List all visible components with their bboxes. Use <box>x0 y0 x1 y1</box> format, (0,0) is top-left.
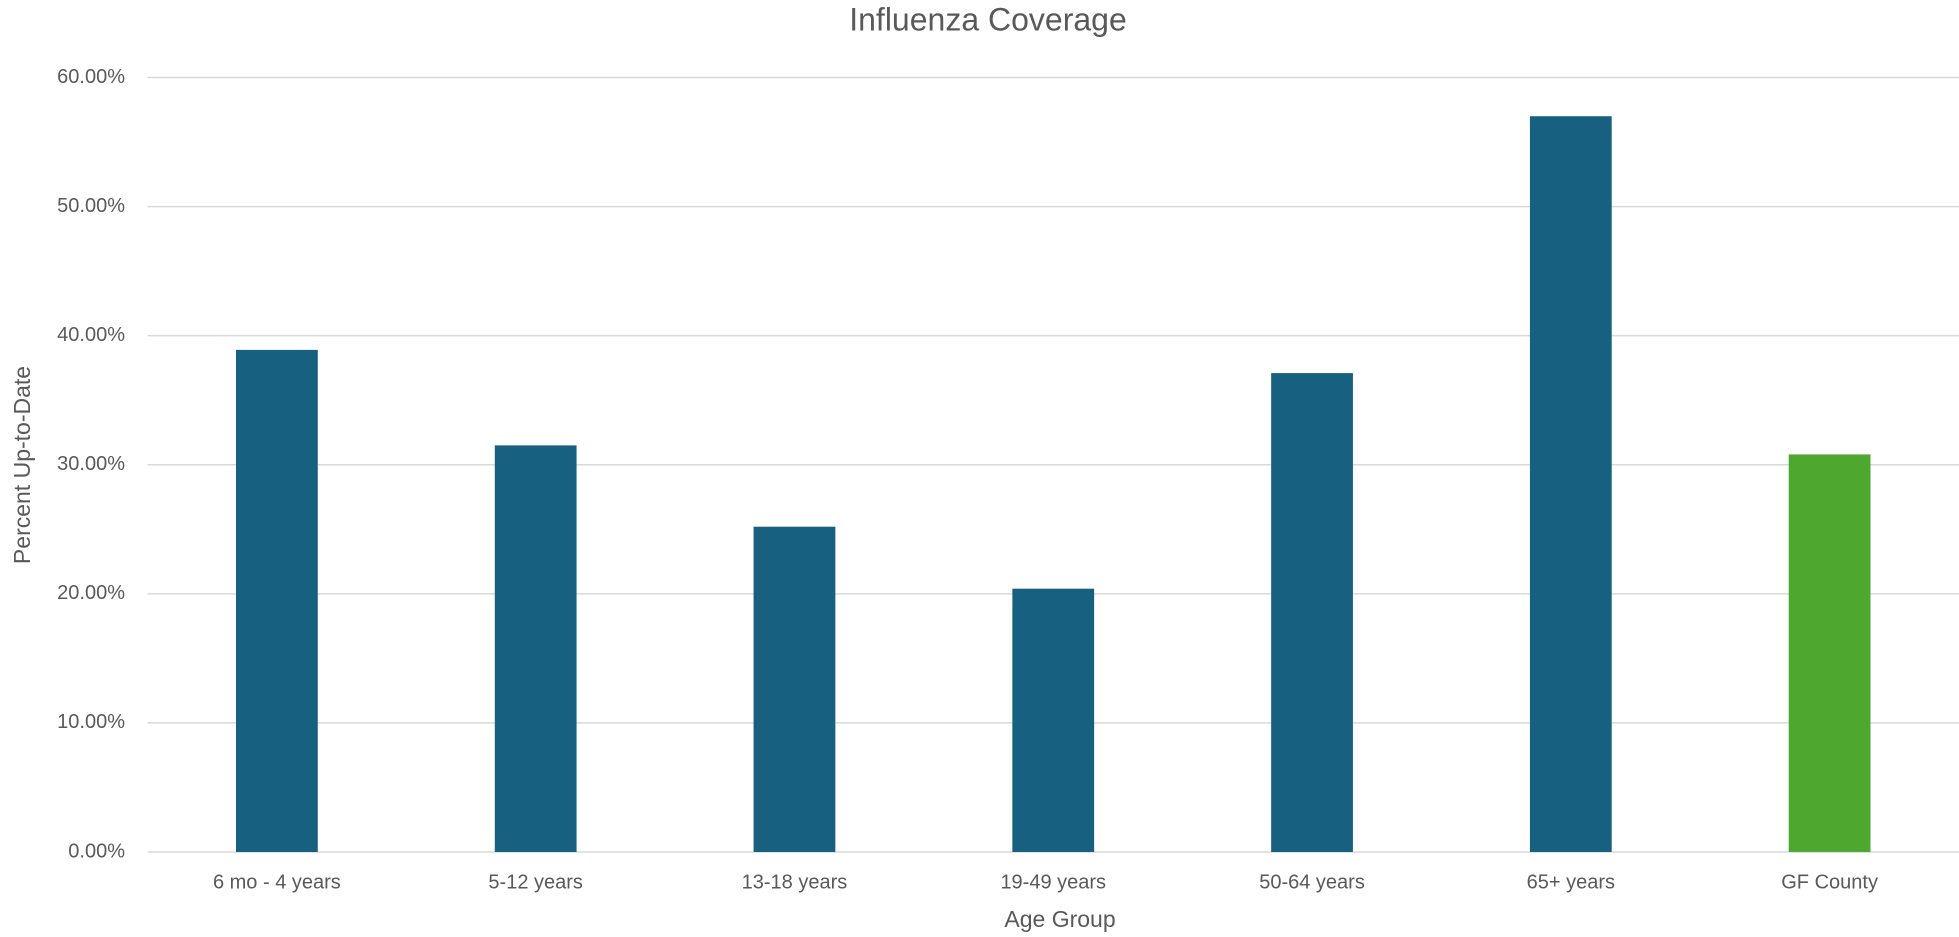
x-tick-label: GF County <box>1781 871 1878 893</box>
y-tick-label: 10.00% <box>57 711 125 733</box>
x-axis-label: Age Group <box>1004 906 1115 932</box>
y-tick-label: 20.00% <box>57 582 125 604</box>
bar <box>494 445 577 852</box>
bar <box>1529 116 1612 853</box>
chart-title: Influenza Coverage <box>849 1 1127 37</box>
x-tick-label: 19-49 years <box>1000 871 1106 893</box>
x-tick-label: 5-12 years <box>488 871 583 893</box>
y-axis-label: Percent Up-to-Date <box>9 366 35 564</box>
bar <box>1271 373 1353 852</box>
bar <box>1788 454 1871 852</box>
x-tick-label: 50-64 years <box>1259 871 1365 893</box>
bar <box>1012 588 1095 852</box>
y-tick-label: 0.00% <box>68 840 125 862</box>
bar <box>753 526 836 852</box>
x-tick-label: 6 mo - 4 years <box>213 871 341 893</box>
y-tick-label: 40.00% <box>57 324 125 346</box>
y-tick-label: 30.00% <box>57 453 125 475</box>
bar <box>236 349 318 852</box>
y-tick-label: 50.00% <box>57 195 125 217</box>
y-tick-label: 60.00% <box>57 66 125 88</box>
x-tick-label: 65+ years <box>1527 871 1615 893</box>
x-tick-label: 13-18 years <box>742 871 848 893</box>
